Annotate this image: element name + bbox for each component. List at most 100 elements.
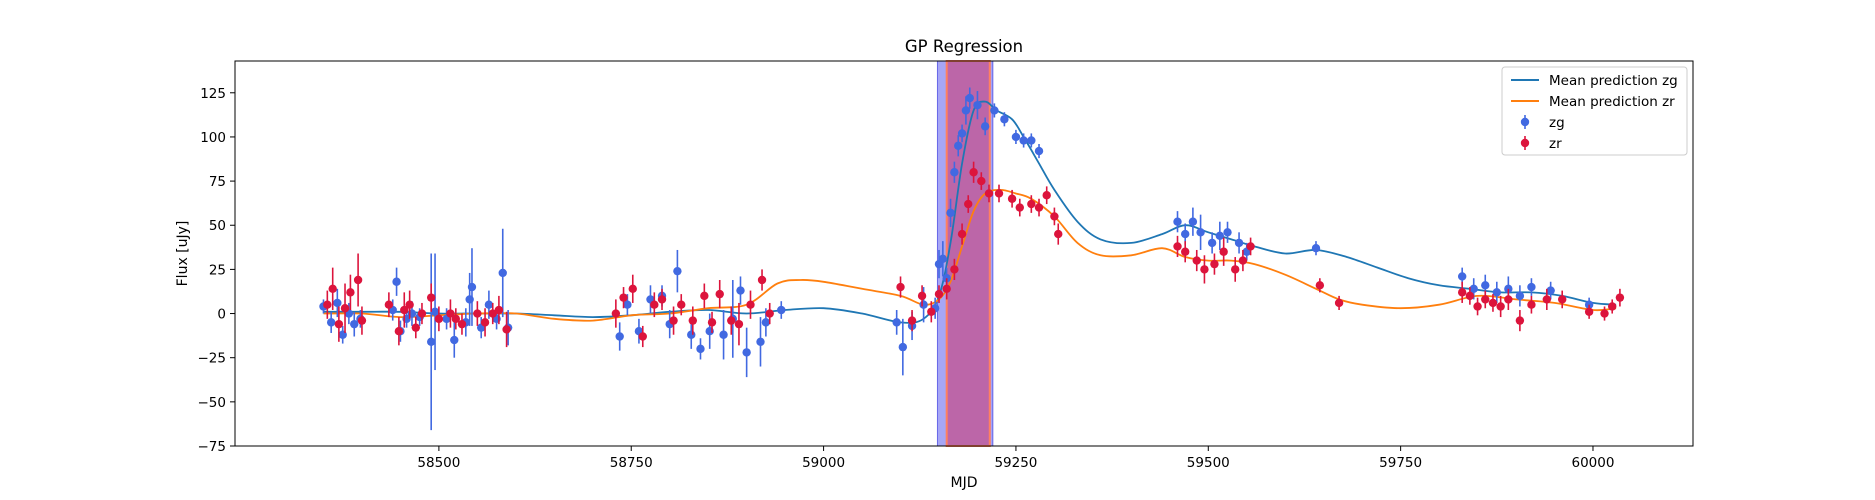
x-axis-label: MJD	[951, 475, 978, 491]
axes: 58500 58750 59000 59250 59500 59750 60000 −75 −5…	[198, 60, 1694, 471]
zg-point	[1019, 136, 1028, 145]
zg-point	[1207, 238, 1217, 248]
series-zr	[323, 161, 1625, 348]
zg-point	[946, 208, 955, 218]
zr-point	[1600, 309, 1609, 318]
zr-point	[757, 275, 767, 285]
zr-point	[1007, 194, 1017, 203]
y-tick-label: 75	[209, 174, 226, 190]
zg-point	[942, 274, 951, 283]
zr-point	[1615, 293, 1625, 302]
x-tick-label: 59500	[1187, 455, 1230, 471]
zg-point	[1223, 228, 1232, 237]
zr-point	[1315, 281, 1325, 290]
zr-point	[1173, 242, 1182, 251]
zr-point	[628, 284, 637, 294]
zr-point	[488, 309, 497, 318]
zr-point	[1246, 242, 1255, 251]
legend: Mean prediction zg Mean prediction zr zg zr	[1501, 66, 1688, 156]
zg-point	[1457, 272, 1467, 281]
zr-point	[334, 319, 344, 329]
zr-point	[1457, 288, 1467, 297]
zr-point	[394, 327, 404, 336]
zr-point	[340, 304, 350, 313]
zg-point	[1181, 229, 1190, 239]
zg-point	[736, 286, 745, 295]
zg-point	[1027, 136, 1036, 145]
zg-point	[687, 330, 696, 339]
x-tick-label: 60000	[1572, 455, 1615, 471]
zr-point	[1219, 247, 1228, 256]
zr-point	[502, 325, 511, 334]
legend-label: zr	[1549, 136, 1562, 152]
zg-point	[450, 335, 459, 345]
zr-point	[727, 316, 736, 325]
zr-point	[434, 314, 444, 324]
zr-point	[1465, 291, 1475, 301]
zg-point	[430, 307, 440, 316]
zg-point	[392, 277, 401, 286]
plot-frame	[234, 60, 1694, 447]
zg-point	[919, 300, 928, 309]
y-tick-label: 100	[200, 130, 226, 146]
zg-point	[1481, 281, 1490, 290]
zr-point	[1558, 295, 1567, 304]
zg-point	[950, 168, 959, 177]
zr-point	[1473, 302, 1482, 311]
zr-point	[411, 323, 421, 332]
zg-point	[1527, 282, 1536, 292]
zr-point	[1181, 247, 1190, 256]
zg-point	[1546, 286, 1555, 295]
zr-point	[1584, 307, 1594, 316]
zg-point	[623, 300, 632, 309]
zr-point	[328, 284, 337, 294]
y-tick-label: 50	[209, 218, 226, 234]
zr-point	[446, 309, 455, 318]
legend-box	[1501, 66, 1688, 156]
zr-point	[746, 300, 755, 309]
zg-point	[965, 93, 974, 103]
zr-point	[1200, 265, 1209, 274]
zg-point	[1492, 288, 1502, 297]
zg-point	[957, 129, 967, 138]
zg-point	[350, 319, 359, 329]
zg-point	[426, 337, 436, 347]
zg-point	[756, 337, 765, 347]
zr-point	[451, 314, 461, 324]
x-tick-label: 59750	[1379, 455, 1422, 471]
zr-point	[964, 199, 973, 209]
chart-title: GP Regression	[905, 37, 1023, 56]
zg-point	[326, 318, 336, 327]
zg-point	[973, 100, 982, 110]
zr-point	[638, 332, 647, 341]
zr-point	[1027, 199, 1036, 209]
zg-point	[498, 268, 507, 278]
zr-point	[1488, 298, 1498, 308]
zr-point	[984, 189, 994, 198]
zr-point	[650, 300, 659, 309]
zg-point	[761, 318, 771, 327]
shaded-region-zr	[945, 60, 991, 447]
x-tick-label: 58500	[417, 455, 460, 471]
zg-point	[615, 332, 624, 341]
zg-point	[1515, 291, 1525, 301]
zr-point	[669, 316, 678, 325]
y-tick-label: 0	[217, 307, 226, 323]
zr-point	[927, 307, 936, 316]
zr-point	[907, 316, 917, 325]
zg-point	[954, 141, 963, 150]
zr-point	[473, 309, 482, 318]
zg-point	[1011, 132, 1021, 142]
zg-point	[333, 298, 342, 308]
zr-point	[765, 309, 774, 318]
zg-point	[1188, 217, 1198, 226]
zg-point	[898, 342, 908, 352]
zr-point	[611, 309, 621, 318]
zr-point	[1042, 191, 1051, 200]
zr-point	[1496, 302, 1505, 311]
zr-point	[896, 282, 905, 292]
zr-point	[1334, 298, 1344, 308]
zg-point	[1196, 228, 1205, 237]
